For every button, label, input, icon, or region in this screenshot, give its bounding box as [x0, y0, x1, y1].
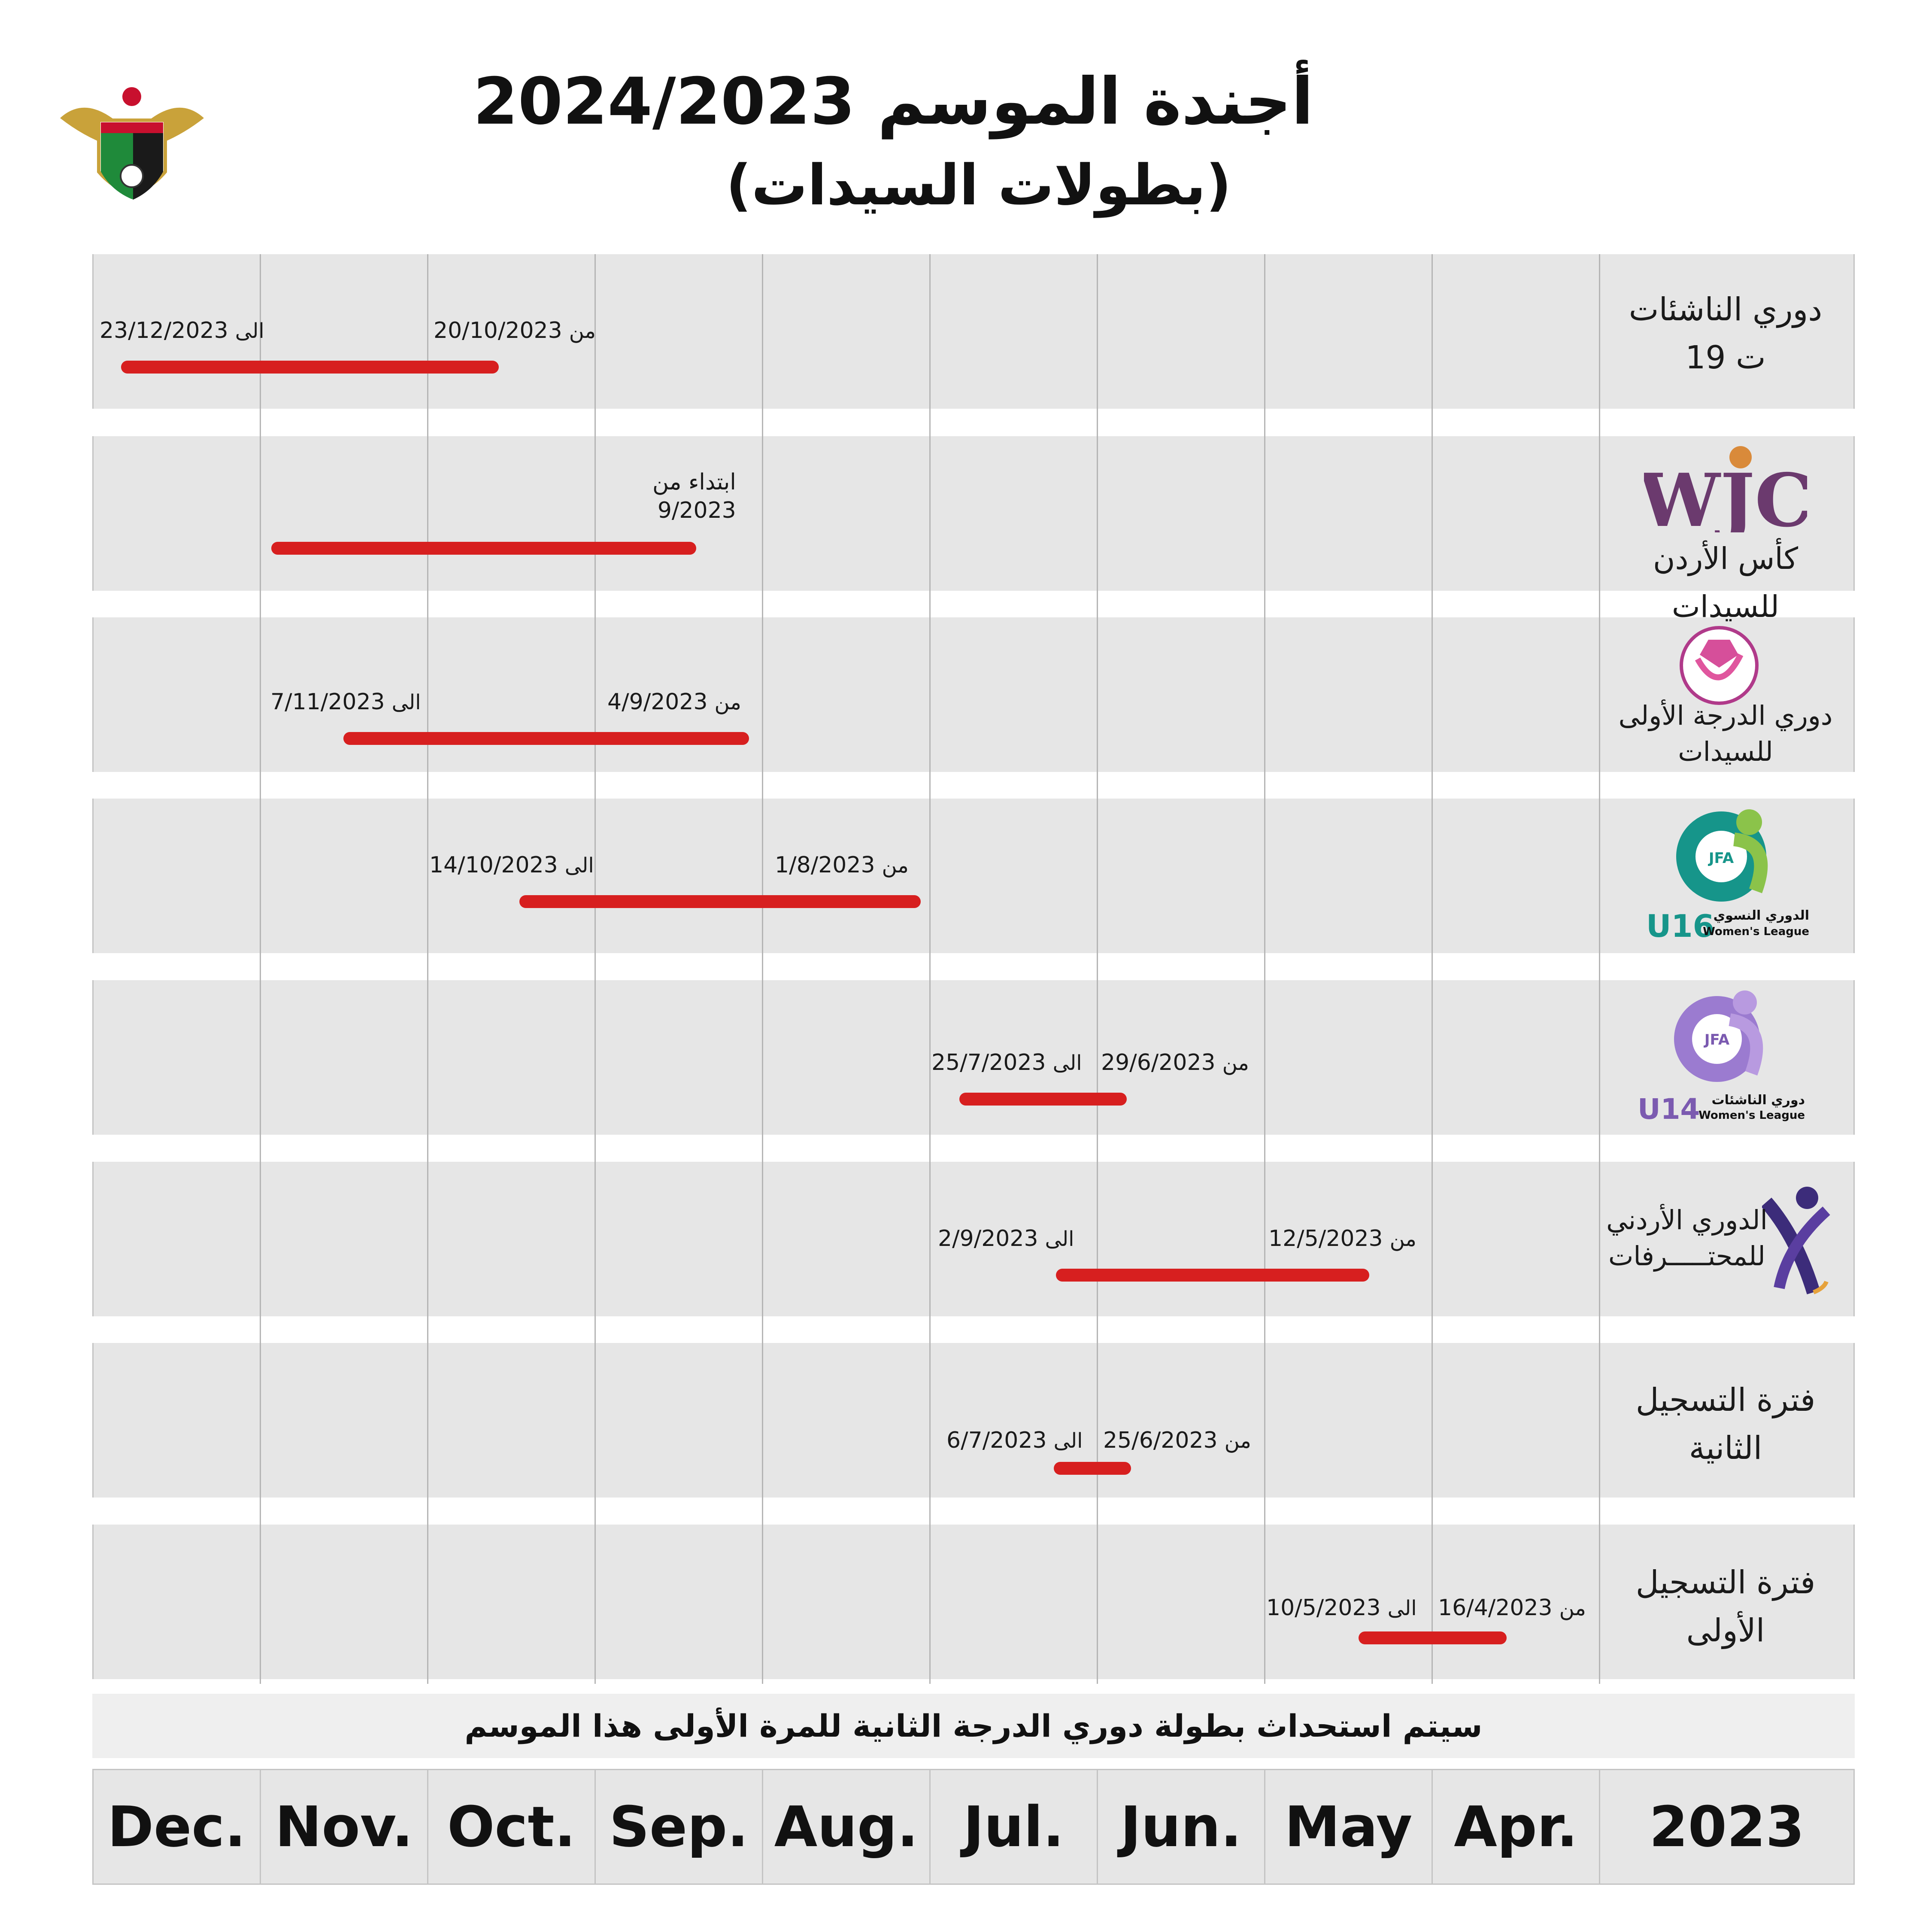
period-bar	[519, 895, 921, 908]
label-line: ت 19	[1685, 339, 1766, 376]
jfa-eagle-logo-icon: JFA	[60, 87, 204, 209]
label-line: الدوري الأردني	[1606, 1204, 1768, 1236]
row-label-first-division: دوري الدرجة الأولى للسيدات	[1605, 698, 1846, 770]
month-cell: Dec.	[94, 1770, 261, 1883]
month-cell: Apr.	[1433, 1770, 1600, 1883]
season-note: سيتم استحداث بطولة دوري الدرجة الثانية ل…	[92, 1694, 1855, 1758]
label-line: للسيدات	[1678, 736, 1773, 767]
row-label-jordan-cup: كأس الأردن للسيدات	[1605, 535, 1846, 631]
date-from: من25/6/2023	[1103, 1428, 1251, 1453]
year-cell: 2023	[1649, 1794, 1805, 1859]
row-label-first-registration: فترة التسجيل الأولى	[1605, 1558, 1846, 1655]
label-line: للمحتـــــرفات	[1608, 1240, 1765, 1272]
u16-ball-logo-icon: JFA	[1674, 805, 1781, 904]
period-bar	[959, 1093, 1127, 1106]
row-band	[92, 1343, 1855, 1498]
pro-league-logo-icon	[1761, 1185, 1835, 1297]
date-from: من20/10/2023	[434, 318, 596, 343]
date-from: ابتداء من 9/2023	[652, 469, 736, 523]
row-label-pro-league: الدوري الأردني للمحتـــــرفات	[1601, 1202, 1773, 1274]
month-cell: Sep.	[596, 1770, 763, 1883]
date-from: من16/4/2023	[1438, 1595, 1586, 1621]
wjc-logo-icon: WJC	[1638, 442, 1813, 544]
row-band	[92, 980, 1855, 1135]
page-title: أجندة الموسم 2024/2023	[473, 64, 1313, 139]
date-to: الى23/12/2023	[100, 318, 264, 343]
period-bar	[121, 361, 499, 374]
month-cell: May	[1265, 1770, 1433, 1883]
period-bar	[1054, 1462, 1131, 1475]
date-to: الى14/10/2023	[429, 852, 594, 878]
month-axis: Dec. Nov. Oct. Sep. Aug. Jul. Jun. May A…	[92, 1769, 1855, 1885]
label-line: كأس الأردن للسيدات	[1653, 541, 1799, 624]
row-band	[92, 1525, 1855, 1679]
u14-ball-logo-icon: JFA	[1670, 985, 1777, 1084]
row-label-u19: دوري الناشئات ت 19	[1605, 286, 1846, 382]
date-to: الى10/5/2023	[1266, 1595, 1417, 1621]
row-label-second-registration: فترة التسجيل الثانية	[1605, 1376, 1846, 1472]
period-bar	[343, 732, 749, 745]
label-line: الدوري النسوي	[1713, 908, 1809, 923]
date-from: من1/8/2023	[775, 852, 909, 878]
row-label-u14: U14 دوري الناشئات Women's League	[1638, 1093, 1809, 1131]
date-to: الى6/7/2023	[946, 1428, 1083, 1453]
month-cell: Aug.	[763, 1770, 931, 1883]
label-line: فترة التسجيل	[1635, 1564, 1816, 1601]
label-line: Women's League	[1703, 925, 1809, 938]
logo-text: JFA	[124, 198, 139, 209]
label-line: دوري الناشئات	[1629, 291, 1823, 328]
row-band	[92, 1162, 1855, 1316]
date-to: الى7/11/2023	[270, 689, 421, 715]
date-from: من29/6/2023	[1101, 1050, 1249, 1075]
date-to: الى25/7/2023	[931, 1050, 1082, 1075]
first-division-logo-icon	[1678, 625, 1760, 706]
date-to: الى2/9/2023	[938, 1226, 1074, 1252]
row-band	[92, 254, 1855, 409]
date-from: من4/9/2023	[607, 689, 741, 715]
wjc-text: WJC	[1644, 458, 1807, 532]
row-band	[92, 799, 1855, 953]
label-line: Women's League	[1698, 1109, 1805, 1122]
row-band	[92, 436, 1855, 591]
label-line: الثانية	[1689, 1430, 1762, 1467]
row-label-u16: U16 الدوري النسوي Women's League	[1646, 908, 1814, 947]
label-line: فترة التسجيل	[1635, 1382, 1816, 1419]
u14-badge: U14	[1638, 1093, 1700, 1126]
month-cell: Nov.	[261, 1770, 428, 1883]
date-from: من12/5/2023	[1268, 1226, 1416, 1252]
period-bar	[1359, 1631, 1507, 1644]
page-subtitle: (بطولات السيدات)	[726, 152, 1231, 218]
row-band	[92, 617, 1855, 772]
u16-badge: U16	[1646, 908, 1714, 944]
jfa-text: JFA	[1708, 850, 1734, 867]
month-cell: Jun.	[1098, 1770, 1265, 1883]
label-line: دوري الناشئات	[1711, 1093, 1805, 1108]
jfa-text: JFA	[1704, 1031, 1730, 1048]
label-line: دوري الدرجة الأولى	[1618, 700, 1833, 731]
month-cell: Jul.	[931, 1770, 1098, 1883]
label-line: الأولى	[1686, 1612, 1765, 1649]
period-bar	[271, 542, 696, 555]
month-cell: Oct.	[428, 1770, 596, 1883]
period-bar	[1056, 1269, 1369, 1282]
